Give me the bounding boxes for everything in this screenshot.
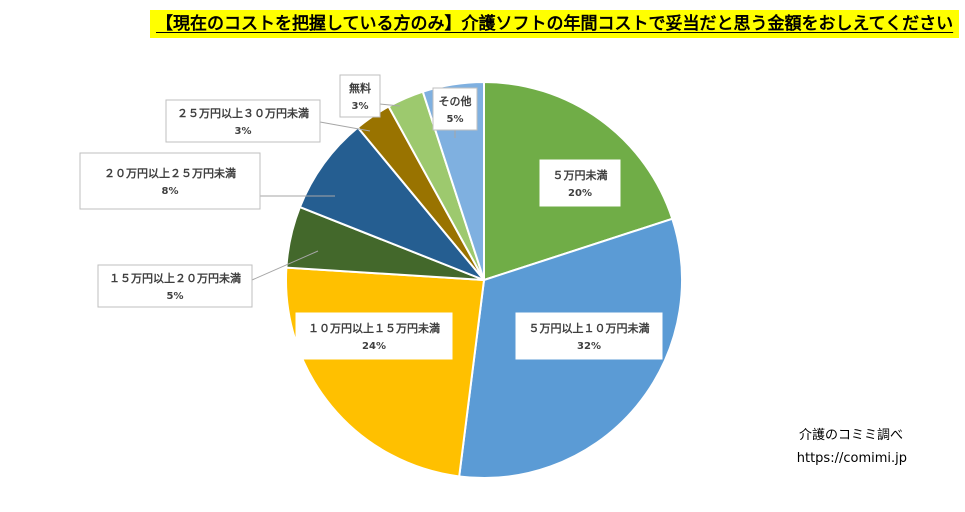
- pie-slice: [285, 266, 486, 478]
- data-label-box: [432, 87, 478, 131]
- slice-percent: 3%: [235, 126, 252, 137]
- data-label-box: [97, 264, 253, 308]
- slice-label: ２０万円以上２５万円未満: [104, 166, 236, 180]
- slice-label: ２５万円以上３０万円未満: [177, 106, 309, 120]
- slice-percent: 8%: [162, 186, 179, 197]
- data-label-box: [539, 159, 621, 207]
- slice-percent: 20%: [568, 188, 592, 199]
- leader-line: [319, 121, 371, 132]
- slice-percent: 5%: [447, 114, 464, 125]
- pie-slice: [421, 80, 485, 281]
- chart-title: 【現在のコストを把握している方のみ】介護ソフトの年間コストで妥当だと思う金額をお…: [150, 10, 960, 38]
- slice-label: ５万円以上１０万円未満: [529, 321, 650, 335]
- slice-label: その他: [439, 94, 472, 108]
- credit-url[interactable]: https://comimi.jp: [796, 451, 907, 466]
- slice-label: 無料: [349, 81, 371, 95]
- leader-line: [379, 103, 401, 107]
- data-label-box: [515, 312, 663, 360]
- slice-label: ５万円未満: [553, 168, 608, 182]
- slice-percent: 5%: [167, 291, 184, 302]
- data-label-box: [79, 152, 261, 210]
- slice-label: １５万円以上２０万円未満: [109, 271, 241, 285]
- data-label-box: [165, 99, 321, 143]
- leader-line: [251, 250, 319, 281]
- slice-percent: 3%: [352, 101, 369, 112]
- credit-name: 介護のコミミ調べ: [798, 428, 903, 443]
- data-label-box: [295, 312, 453, 360]
- slice-label: １０万円以上１５万円未満: [308, 321, 440, 335]
- slice-percent: 32%: [577, 341, 601, 352]
- data-label-box: [339, 74, 381, 118]
- slice-percent: 24%: [362, 341, 386, 352]
